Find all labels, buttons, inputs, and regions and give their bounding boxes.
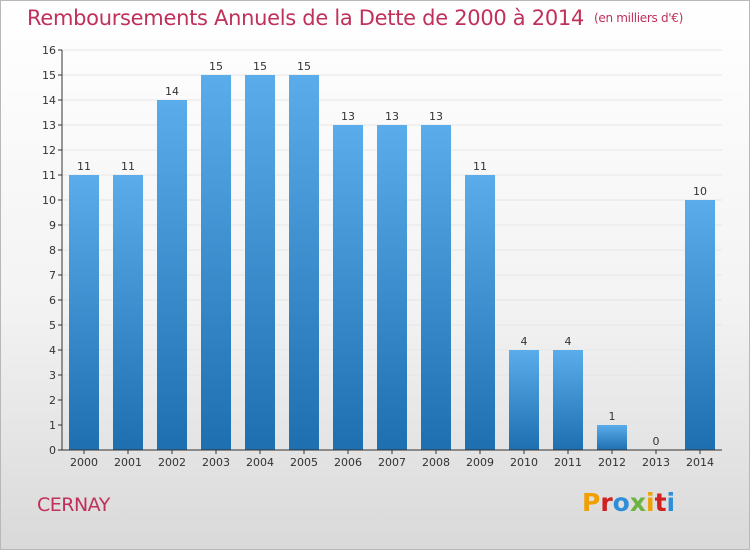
axes xyxy=(58,49,722,454)
bar xyxy=(245,75,275,450)
chart-title-text: Remboursements Annuels de la Dette de 20… xyxy=(27,6,584,30)
brand-letter: x xyxy=(629,488,646,517)
x-tick-label: 2008 xyxy=(422,456,450,469)
y-tick-label: 3 xyxy=(49,369,56,382)
brand-letter: i xyxy=(666,488,676,517)
brand-letter: t xyxy=(654,488,667,517)
y-tick-label: 8 xyxy=(49,244,56,257)
bars xyxy=(69,75,715,450)
town-name: CERNAY xyxy=(37,494,110,516)
bar xyxy=(201,75,231,450)
brand-letter: P xyxy=(582,488,601,517)
x-tick-label: 2002 xyxy=(158,456,186,469)
bar-value-label: 13 xyxy=(385,110,399,123)
x-tick-label: 2012 xyxy=(598,456,626,469)
bar xyxy=(333,125,363,450)
bar-value-label: 14 xyxy=(165,85,179,98)
bar-value-label: 15 xyxy=(297,60,311,73)
y-tick-label: 7 xyxy=(49,269,56,282)
bar-value-label: 15 xyxy=(209,60,223,73)
y-tick-label: 14 xyxy=(42,94,56,107)
bar xyxy=(685,200,715,450)
x-tick-label: 2013 xyxy=(642,456,670,469)
y-tick-label: 10 xyxy=(42,194,56,207)
bar-value-label: 1 xyxy=(609,410,616,423)
y-tick-label: 9 xyxy=(49,219,56,232)
brand-letter: i xyxy=(646,488,655,517)
chart-unit: (en milliers d'€) xyxy=(594,11,684,25)
bar xyxy=(113,175,143,450)
bar-value-label: 11 xyxy=(77,160,91,173)
bar-value-label: 4 xyxy=(521,335,528,348)
bar xyxy=(289,75,319,450)
y-tick-label: 11 xyxy=(42,169,56,182)
bar-value-label: 4 xyxy=(565,335,572,348)
bar-value-label: 11 xyxy=(473,160,487,173)
bar-value-label: 13 xyxy=(341,110,355,123)
y-tick-label: 16 xyxy=(42,44,56,57)
labels: 0123456789101112131415161120001120011420… xyxy=(42,44,714,469)
y-tick-label: 5 xyxy=(49,319,56,332)
bar-value-label: 10 xyxy=(693,185,707,198)
x-tick-label: 2011 xyxy=(554,456,582,469)
x-tick-label: 2004 xyxy=(246,456,274,469)
y-tick-label: 0 xyxy=(49,444,56,457)
brand-letter: o xyxy=(612,488,630,517)
y-tick-label: 13 xyxy=(42,119,56,132)
bar xyxy=(377,125,407,450)
bar xyxy=(69,175,99,450)
x-tick-label: 2000 xyxy=(70,456,98,469)
bar-value-label: 11 xyxy=(121,160,135,173)
x-tick-label: 2009 xyxy=(466,456,494,469)
y-tick-label: 2 xyxy=(49,394,56,407)
x-tick-label: 2006 xyxy=(334,456,362,469)
bar-value-label: 13 xyxy=(429,110,443,123)
x-tick-label: 2001 xyxy=(114,456,142,469)
x-tick-label: 2014 xyxy=(686,456,714,469)
brand-logo[interactable]: Proxiti xyxy=(582,488,675,517)
bar xyxy=(509,350,539,450)
brand-letter: r xyxy=(600,488,613,517)
chart-title: Remboursements Annuels de la Dette de 20… xyxy=(27,6,683,30)
y-tick-label: 12 xyxy=(42,144,56,157)
y-tick-label: 6 xyxy=(49,294,56,307)
bar-value-label: 15 xyxy=(253,60,267,73)
y-tick-label: 4 xyxy=(49,344,56,357)
bar xyxy=(157,100,187,450)
bar-value-label: 0 xyxy=(653,435,660,448)
y-tick-label: 15 xyxy=(42,69,56,82)
x-tick-label: 2010 xyxy=(510,456,538,469)
bar xyxy=(421,125,451,450)
bar xyxy=(553,350,583,450)
y-tick-label: 1 xyxy=(49,419,56,432)
x-tick-label: 2003 xyxy=(202,456,230,469)
bar xyxy=(597,425,627,450)
bar xyxy=(465,175,495,450)
x-tick-label: 2007 xyxy=(378,456,406,469)
x-tick-label: 2005 xyxy=(290,456,318,469)
